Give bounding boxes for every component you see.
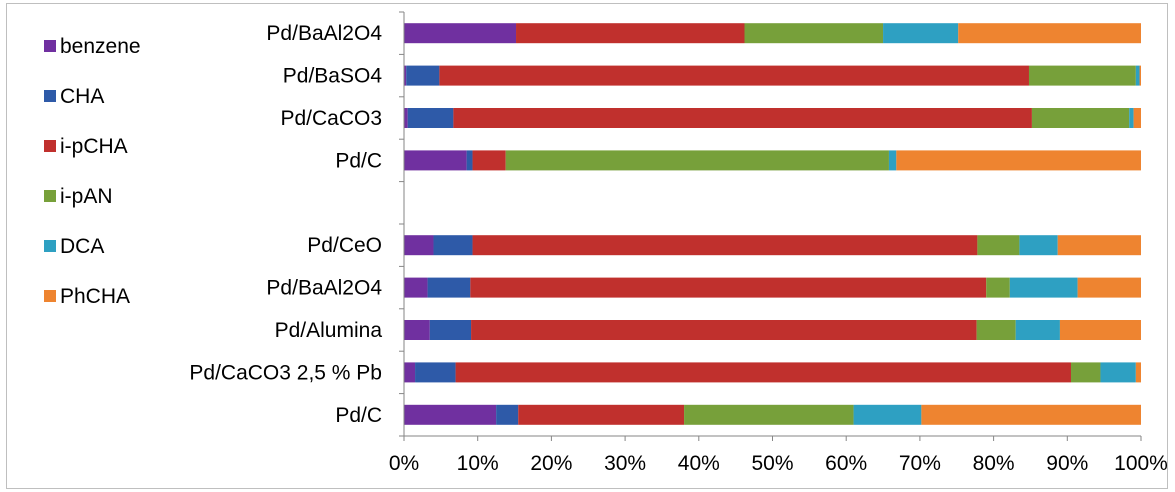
bar-segment-benzene	[404, 362, 416, 383]
legend-label-CHA: CHA	[60, 85, 104, 108]
bar-segment-i-pCHA	[516, 23, 745, 44]
bar-segment-i-pAN	[977, 235, 1020, 256]
bar-segment-DCA	[853, 404, 922, 425]
bar-segment-i-pAN	[684, 404, 854, 425]
bar-segment-i-pCHA	[455, 362, 1071, 383]
bar-segment-i-pAN	[1070, 362, 1101, 383]
bar-segment-DCA	[1015, 320, 1060, 340]
bar-segment-benzene	[404, 277, 428, 298]
category-label: Pd/CaCO3	[280, 107, 382, 130]
bar-segment-i-pAN	[986, 277, 1010, 298]
x-tick-label: 50%	[751, 452, 793, 475]
bar-segment-DCA	[1100, 362, 1136, 383]
bar-segment-CHA	[406, 65, 440, 86]
bar-segment-PhCHA	[1135, 362, 1141, 383]
category-label: Pd/C	[335, 149, 382, 172]
x-tick-label: 30%	[604, 452, 646, 475]
bar-segment-i-pAN	[1031, 108, 1130, 128]
legend-label-PhCHA: PhCHA	[60, 285, 130, 308]
bar-segment-DCA	[1129, 108, 1134, 128]
bar-segment-CHA	[407, 108, 454, 128]
x-tick-label: 70%	[899, 452, 941, 475]
bar-segment-i-pCHA	[471, 320, 977, 340]
bar-segment-i-pAN	[1028, 65, 1136, 86]
category-label: Pd/BaAl2O4	[266, 22, 382, 45]
bar-segment-PhCHA	[958, 23, 1141, 44]
bar-segment-CHA	[466, 150, 473, 171]
bar-segment-PhCHA	[1139, 65, 1141, 86]
bar-segment-PhCHA	[1057, 235, 1141, 256]
bar-segment-CHA	[427, 277, 471, 298]
bar-segment-benzene	[404, 320, 430, 340]
bar-segment-i-pAN	[744, 23, 884, 44]
bar-segment-benzene	[404, 235, 434, 256]
bar-segment-i-pCHA	[518, 404, 685, 425]
bar-segment-i-pAN	[976, 320, 1016, 340]
bar-segment-CHA	[433, 235, 473, 256]
category-label: Pd/BaSO4	[283, 65, 383, 88]
legend-swatch-CHA	[44, 90, 56, 102]
bar-segment-i-pCHA	[470, 277, 987, 298]
bar-segment-DCA	[1009, 277, 1078, 298]
bar-segment-benzene	[404, 108, 408, 128]
x-tick-label: 60%	[825, 452, 867, 475]
category-label: Pd/BaAl2O4	[266, 277, 382, 300]
category-label: Pd/C	[335, 404, 382, 427]
category-label: Pd/CeO	[307, 234, 382, 257]
bar-segment-DCA	[1135, 65, 1140, 86]
bar-segment-i-pCHA	[472, 235, 978, 256]
bar-segment-PhCHA	[896, 150, 1141, 171]
bar-segment-i-pCHA	[439, 65, 1029, 86]
bar-segment-CHA	[429, 320, 472, 340]
bar-segment-PhCHA	[1133, 108, 1141, 128]
legend-label-benzene: benzene	[60, 35, 141, 58]
x-tick-label: 80%	[973, 452, 1015, 475]
category-label: Pd/CaCO3 2,5 % Pb	[189, 361, 382, 384]
x-tick-label: 100%	[1114, 452, 1168, 475]
bar-segment-i-pAN	[505, 150, 889, 171]
bar-segment-i-pCHA	[472, 150, 506, 171]
bar-segment-DCA	[1019, 235, 1058, 256]
bar-segment-CHA	[415, 362, 456, 383]
x-tick-label: 10%	[457, 452, 499, 475]
bar-segment-benzene	[404, 23, 517, 44]
bar-segment-i-pCHA	[453, 108, 1032, 128]
bar-segment-benzene	[404, 404, 497, 425]
bar-segment-benzene	[404, 150, 467, 171]
x-tick-label: 40%	[678, 452, 720, 475]
x-tick-label: 20%	[530, 452, 572, 475]
bar-segment-PhCHA	[921, 404, 1141, 425]
bar-segment-CHA	[496, 404, 519, 425]
legend-swatch-i-pAN	[44, 190, 56, 202]
legend-label-i-pAN: i-pAN	[60, 185, 113, 208]
legend-swatch-PhCHA	[44, 290, 56, 302]
legend-label-i-pCHA: i-pCHA	[60, 135, 128, 158]
legend-label-DCA: DCA	[60, 235, 104, 258]
bar-segment-DCA	[888, 150, 897, 171]
x-tick-label: 0%	[389, 452, 419, 475]
category-label: Pd/Alumina	[275, 319, 383, 342]
bar-segment-DCA	[883, 23, 959, 44]
legend-swatch-DCA	[44, 240, 56, 252]
bar-segment-PhCHA	[1059, 320, 1141, 340]
bar-segment-benzene	[404, 65, 407, 86]
legend-swatch-benzene	[44, 40, 56, 52]
legend-swatch-i-pCHA	[44, 140, 56, 152]
x-tick-label: 90%	[1046, 452, 1088, 475]
bar-segment-PhCHA	[1077, 277, 1141, 298]
